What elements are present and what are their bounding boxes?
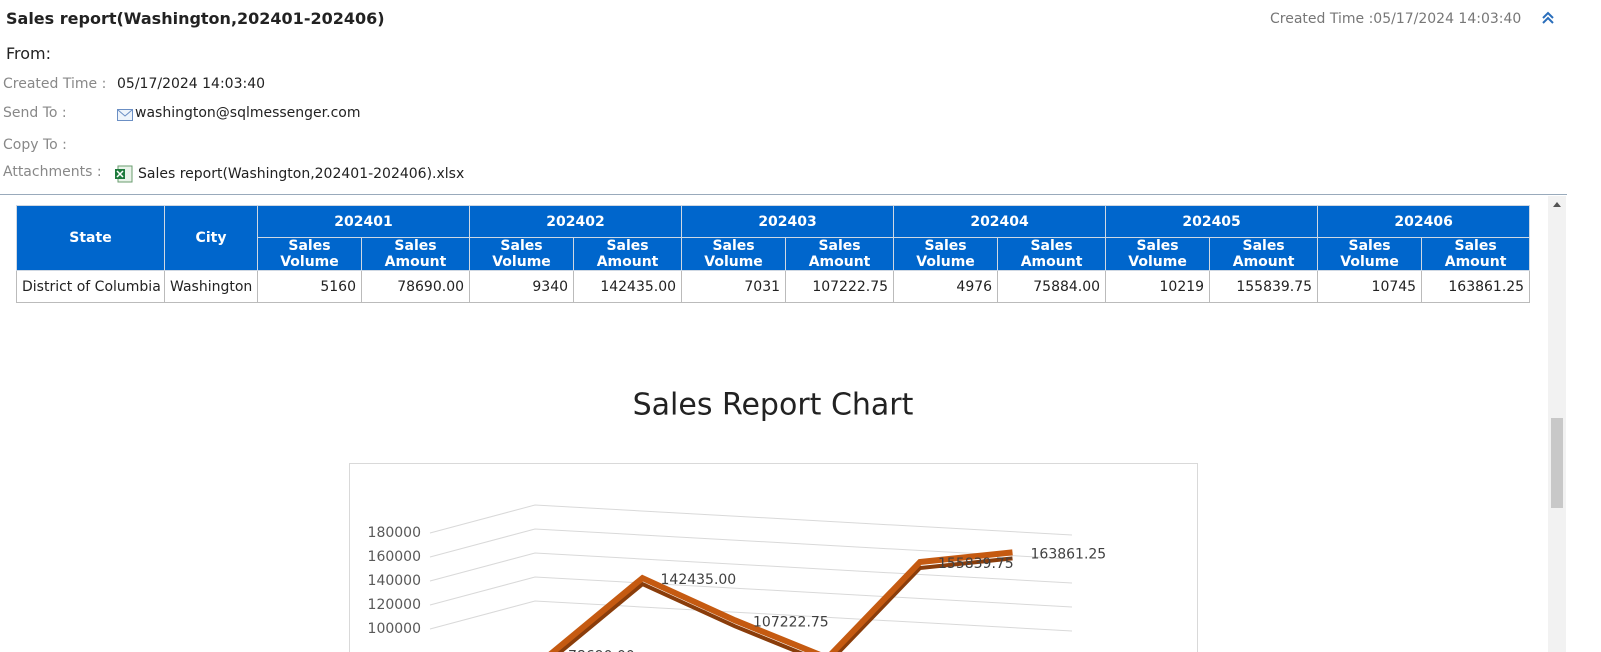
y-tick-label: 160000 xyxy=(368,549,421,565)
sub-header: Sales Amount xyxy=(360,237,471,271)
column-header: City xyxy=(164,205,258,271)
cell: 163861.25 xyxy=(1421,270,1531,303)
cell: Washington xyxy=(164,270,258,303)
sub-header: Sales Amount xyxy=(1209,237,1319,271)
scrollbar[interactable] xyxy=(1548,196,1566,652)
chart-title: Sales Report Chart xyxy=(633,388,914,423)
column-header: State xyxy=(16,205,165,271)
sub-header: Sales Amount xyxy=(785,237,895,271)
from-label: From: xyxy=(6,44,52,63)
month-header: 202406 xyxy=(1317,205,1531,238)
month-header: 202401 xyxy=(256,205,471,238)
recipient-email[interactable]: washington@sqlmessenger.com xyxy=(135,105,361,121)
separator xyxy=(0,194,1567,195)
cell: 4976 xyxy=(893,270,999,303)
grid-line xyxy=(429,552,1073,584)
cell: 78690.00 xyxy=(360,270,471,303)
subject: Sales report(Washington,202401-202406) xyxy=(6,9,385,28)
field-label: Attachments : xyxy=(3,164,102,180)
y-tick-label: 180000 xyxy=(368,525,421,541)
cell: 10219 xyxy=(1105,270,1211,303)
field-label: Created Time : xyxy=(3,76,107,92)
field-label: Copy To : xyxy=(3,137,67,153)
sales-table: State City 202401 202402 202403 202404 202405 2… xyxy=(16,205,1531,303)
field-label: Send To : xyxy=(3,105,67,121)
cell: 107222.75 xyxy=(785,270,895,303)
sub-header: Sales Volume xyxy=(1105,237,1211,271)
grid-line xyxy=(429,600,1073,632)
cell: 9340 xyxy=(469,270,575,303)
cell: 75884.00 xyxy=(997,270,1107,303)
y-tick-label: 120000 xyxy=(368,597,421,613)
y-tick-label: 140000 xyxy=(368,573,421,589)
chart: Sales Report Chart 100000 120000 140000 160… xyxy=(349,388,1198,652)
data-label: 107222.75 xyxy=(753,614,829,630)
y-tick-label: 100000 xyxy=(368,621,421,637)
header-row: State City 202401 202402 202403 202404 202405 2… xyxy=(16,205,1531,271)
month-header: 202403 xyxy=(681,205,895,238)
cell: 10745 xyxy=(1317,270,1423,303)
field-value: 05/17/2024 14:03:40 xyxy=(117,76,266,92)
subheader-row: Sales Volume Sales Amount Sales Volume Sale… xyxy=(17,237,1531,271)
cell: 155839.75 xyxy=(1209,270,1319,303)
sub-header: Sales Volume xyxy=(257,237,362,271)
scroll-thumb[interactable] xyxy=(1551,418,1563,508)
sub-header: Sales Amount xyxy=(573,237,683,271)
attachment-link[interactable]: Sales report(Washington,202401-202406).x… xyxy=(138,166,465,182)
sub-header: Sales Amount xyxy=(1421,237,1531,271)
cell: 5160 xyxy=(257,270,362,303)
data-label: 155839.75 xyxy=(938,556,1014,572)
sub-header: Sales Volume xyxy=(469,237,575,271)
cell: 142435.00 xyxy=(573,270,683,303)
data-row: District of Columbia Washington 5160 78690.… xyxy=(16,270,1531,303)
line-series xyxy=(548,549,1013,652)
grid-line xyxy=(429,504,1073,536)
sub-header: Sales Volume xyxy=(681,237,787,271)
sub-header: Sales Amount xyxy=(997,237,1107,271)
grid-line xyxy=(429,528,1073,560)
month-header: 202405 xyxy=(1105,205,1319,238)
cell: 7031 xyxy=(681,270,787,303)
data-label: 142435.00 xyxy=(661,572,737,588)
scroll-up[interactable] xyxy=(1552,200,1562,208)
collapse-icon[interactable] xyxy=(1540,10,1556,26)
sub-header: Sales Volume xyxy=(893,237,999,271)
sub-header: Sales Volume xyxy=(1317,237,1423,271)
mail-icon xyxy=(117,109,133,121)
month-header: 202404 xyxy=(893,205,1107,238)
data-label: 78690.00 xyxy=(568,649,635,652)
data-label: 163861.25 xyxy=(1031,546,1107,562)
header-created-time: Created Time :05/17/2024 14:03:40 xyxy=(1270,11,1522,27)
cell: District of Columbia xyxy=(16,270,165,303)
excel-icon xyxy=(115,165,133,183)
month-header: 202402 xyxy=(469,205,683,238)
line-ribbon-shadow xyxy=(557,556,1013,652)
